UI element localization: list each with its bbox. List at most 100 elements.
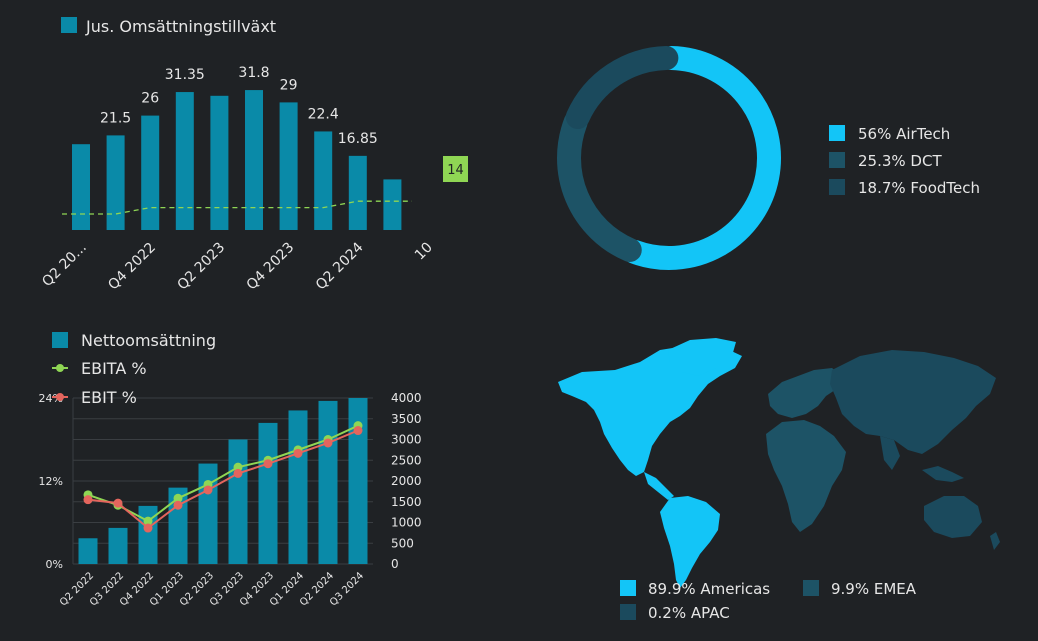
bar-growth-7 — [314, 131, 333, 230]
data-label-growth-3: 31.35 — [165, 67, 205, 83]
bar-growth-4 — [210, 95, 229, 230]
donut-slice-foodtech — [565, 46, 679, 130]
data-label-growth-7: 22.4 — [308, 106, 339, 122]
right-tick-5: 2500 — [391, 453, 422, 467]
reference-line-growth — [62, 200, 412, 215]
point-ebita-3 — [173, 493, 183, 503]
x-tick-growth-1: Q4 2022 — [105, 240, 159, 294]
bar-sales-9 — [348, 398, 368, 564]
map-region-asia — [830, 350, 996, 454]
data-label-growth-8: 16.85 — [338, 131, 378, 147]
bar-sales-3 — [168, 487, 188, 564]
right-tick-1: 500 — [391, 536, 414, 550]
segment-donut-chart: 56% AirTech 25.3% DCT 18.7% FoodTech — [557, 46, 980, 270]
bar-sales-6 — [258, 422, 278, 564]
donut-legend-label-0: 56% AirTech — [858, 125, 950, 143]
point-ebit-5 — [233, 468, 243, 478]
data-label-growth-6: 29 — [280, 77, 298, 93]
legend-label-ebit: EBIT % — [81, 388, 137, 407]
point-ebit-4 — [203, 485, 213, 495]
bar-growth-5 — [245, 90, 263, 230]
bar-growth-8 — [348, 155, 367, 230]
legend-label-ebita: EBITA % — [81, 359, 147, 378]
legend-label-sales: Nettoomsättning — [81, 331, 216, 350]
legend-marker-ebit — [56, 393, 64, 401]
bar-sales-0 — [78, 538, 98, 564]
bar-growth-1 — [106, 135, 125, 230]
bar-growth-0 — [72, 144, 90, 230]
map-region-central-america — [644, 472, 674, 500]
donut-legend-label-2: 18.7% FoodTech — [858, 179, 980, 197]
map-region-africa — [766, 420, 846, 532]
growth-chart-panel: Jus. Omsättningstillväxt 21.5 26 31.35 31.8 2… — [0, 0, 520, 310]
point-ebit-2 — [143, 523, 153, 533]
map-region-southeast-asia — [922, 466, 964, 482]
bar-sales-7 — [288, 410, 308, 564]
right-tick-8: 4000 — [391, 391, 422, 405]
point-ebit-0 — [83, 495, 93, 505]
donut-legend-swatch-2 — [829, 179, 845, 195]
left-tick-0: 0% — [46, 558, 63, 571]
right-tick-7: 3500 — [391, 412, 422, 426]
data-label-growth-5: 31.8 — [238, 65, 269, 81]
bar-sales-4 — [198, 463, 218, 564]
right-tick-6: 3000 — [391, 433, 422, 447]
point-ebit-7 — [293, 448, 303, 458]
data-label-growth-2: 26 — [141, 91, 159, 107]
segment-donut-panel: 56% AirTech 25.3% DCT 18.7% FoodTech — [520, 0, 1038, 310]
bar-growth-3 — [175, 92, 194, 230]
map-legend-label-0: 89.9% Americas — [648, 580, 770, 598]
right-tick-4: 2000 — [391, 474, 422, 488]
sales-margin-chart: 0%12%24%05001000150020002500300035004000… — [39, 331, 422, 608]
right-tick-3: 1500 — [391, 495, 422, 509]
region-map-panel: 89.9% Americas 9.9% EMEA 0.2% APAC — [520, 310, 1038, 637]
point-ebita-5 — [233, 462, 243, 472]
donut-legend-swatch-1 — [829, 152, 845, 168]
x-tick-growth-0: Q2 20... — [39, 240, 90, 291]
map-region-north-america — [558, 346, 742, 476]
map-legend-swatch-1 — [803, 580, 819, 596]
bar-sales-1 — [108, 527, 128, 564]
map-region-india — [880, 436, 900, 470]
bar-growth-6 — [279, 102, 298, 230]
region-map-chart: 89.9% Americas 9.9% EMEA 0.2% APAC — [558, 338, 1000, 622]
legend-label-growth: Jus. Omsättningstillväxt — [85, 17, 276, 36]
bar-growth-9 — [383, 179, 402, 230]
donut-slice-airtech — [622, 46, 781, 270]
legend-swatch-growth — [61, 17, 77, 33]
x-tick-growth-3: Q4 2023 — [244, 240, 298, 294]
point-ebit-9 — [353, 426, 363, 436]
left-tick-1: 12% — [39, 475, 63, 488]
map-legend-label-1: 9.9% EMEA — [831, 580, 917, 598]
x-tick-growth-2: Q2 2023 — [174, 240, 228, 294]
line-ebita — [87, 424, 359, 523]
map-legend-swatch-0 — [620, 580, 636, 596]
x-tick-growth-4: Q2 2024 — [313, 239, 367, 293]
growth-chart: Jus. Omsättningstillväxt 21.5 26 31.35 31.8 2… — [39, 17, 468, 294]
axis-end-label-growth: 10 — [412, 240, 436, 264]
legend-swatch-sales — [52, 332, 68, 348]
point-ebit-1 — [113, 498, 123, 508]
right-tick-0: 0 — [391, 557, 399, 571]
bar-growth-2 — [141, 115, 160, 230]
value-badge — [443, 156, 468, 182]
map-region-greenland — [668, 338, 736, 376]
map-legend-swatch-2 — [620, 604, 636, 620]
point-ebit-6 — [263, 459, 273, 469]
donut-slice-dct — [557, 109, 642, 262]
legend-marker-ebita — [56, 364, 64, 372]
point-ebit-3 — [173, 500, 183, 510]
point-ebita-2 — [143, 516, 153, 526]
map-region-new-zealand — [990, 532, 1000, 550]
data-label-growth-1: 21.5 — [100, 110, 131, 126]
line-ebit — [87, 429, 359, 530]
bar-sales-5 — [228, 439, 248, 564]
map-legend-label-2: 0.2% APAC — [648, 604, 730, 622]
donut-legend-swatch-0 — [829, 125, 845, 141]
bar-sales-8 — [318, 400, 338, 564]
map-region-europe — [768, 368, 842, 418]
value-badge-label: 14 — [447, 163, 464, 178]
map-region-australia — [924, 496, 982, 538]
point-ebit-8 — [323, 438, 333, 448]
right-tick-2: 1000 — [391, 516, 422, 530]
